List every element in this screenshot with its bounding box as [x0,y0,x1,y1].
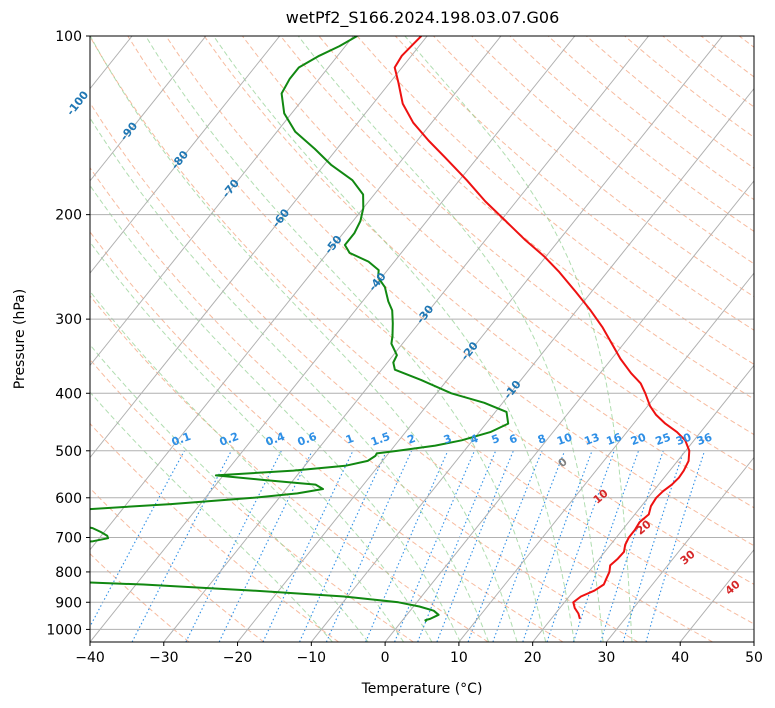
dry-adiabat [90,422,339,642]
dry-adiabat [280,36,754,436]
isotherm [458,272,754,642]
mixing-ratio-label: 20 [629,430,648,448]
mixing-ratio-line [600,450,664,642]
x-tick-label: −30 [149,650,179,666]
isotherm [90,36,428,459]
mixing-ratio-label: 0.1 [170,430,193,449]
mixing-ratio-label: 0.6 [296,430,319,449]
mixing-ratio-label: 5 [490,432,502,447]
isotherm [237,36,723,642]
isotherm [532,364,754,642]
y-tick-label: 800 [55,565,82,581]
mixing-ratio-line [546,450,615,642]
y-tick-label: 1000 [46,622,82,638]
isotherm-label: -100 [64,88,92,118]
moist-adiabat [90,36,518,642]
x-tick-label: 10 [450,650,468,666]
dewpoint-profile-line [90,36,510,623]
dry-adiabat [90,553,190,642]
y-tick-label: 100 [55,29,82,45]
mixing-ratio-label: 0.4 [264,430,287,449]
dry-adiabat [90,487,265,642]
mixing-ratio-label: 6 [507,432,519,447]
mixing-ratio-label: 13 [583,431,602,448]
mixing-ratio-label: 1 [344,432,356,447]
mixing-ratio-label: 3 [442,432,454,447]
mixing-ratio-label: 1.5 [369,430,392,449]
mixing-ratio-label: 0.2 [218,430,241,449]
mixing-ratio-label: 36 [695,430,714,448]
isotherm [384,180,754,642]
moist-adiabat [90,184,461,642]
mixing-ratio-line [325,450,413,642]
isotherm [606,456,754,642]
plot-frame [89,35,755,643]
x-tick-label: −40 [75,650,105,666]
isotherm [163,36,649,642]
mixing-ratio-line [492,450,566,642]
y-tick-label: 200 [55,208,82,224]
y-tick-label: 300 [55,312,82,328]
dry-adiabat [203,36,754,509]
dry-adiabat [394,36,754,331]
moist-adiabat [90,241,433,642]
isotherm [90,36,207,182]
y-tick-label: 500 [55,444,82,460]
moist-adiabat [297,36,604,642]
mixing-ratio-line [622,450,685,642]
x-tick-label: −20 [223,650,253,666]
isotherm [90,36,281,274]
dry-adiabat [433,36,754,298]
moist-adiabat [213,36,575,642]
isotherm [90,36,576,642]
mixing-ratio-line [572,450,640,642]
y-tick-label: 600 [55,491,82,507]
y-tick-label: 400 [55,386,82,402]
mixing-ratio-label: 8 [536,432,548,447]
y-tick-label: 700 [55,531,82,547]
mixing-ratio-line [436,450,514,642]
mixing-ratio-label: 25 [654,431,673,448]
y-tick-label: 900 [55,595,82,611]
mixing-ratio-line [467,450,543,642]
temperature-profile-line [393,36,691,620]
mixing-ratio-line [522,450,593,642]
isotherm [90,36,354,367]
x-tick-label: 20 [524,650,542,666]
moist-adiabat [90,391,333,642]
dry-adiabat [90,294,489,642]
mixing-ratio-label: 30 [674,430,693,448]
x-tick-label: 0 [381,650,390,666]
isotherm [0,36,58,642]
mixing-ratio-line [365,450,449,642]
dry-adiabat [90,36,754,625]
chart-title: wetPf2_S166.2024.198.03.07.G06 [285,8,560,27]
moist-adiabat [145,36,547,642]
mixing-ratio-label: 16 [605,430,624,448]
mixing-ratio-line [645,450,706,642]
x-axis-title: Temperature (°C) [361,681,483,697]
x-tick-label: −10 [297,650,327,666]
isotherm [753,641,754,642]
mixing-ratio-label: 2 [406,432,418,447]
isotherm [310,87,754,642]
y-axis-title: Pressure (hPa) [12,289,28,389]
mixing-ratio-label: 4 [469,432,481,447]
moist-adiabat [90,344,369,642]
plot-background [90,36,754,642]
mixing-ratio-line [417,450,497,642]
x-tick-label: 50 [745,650,763,666]
x-tick-label: 30 [598,650,616,666]
moist-adiabat [90,117,490,642]
moist-adiabat [404,36,633,642]
mixing-ratio-line [185,450,282,642]
x-tick-label: 40 [671,650,689,666]
mixing-ratio-label: 10 [555,430,574,448]
mixing-ratio-line [90,450,185,628]
